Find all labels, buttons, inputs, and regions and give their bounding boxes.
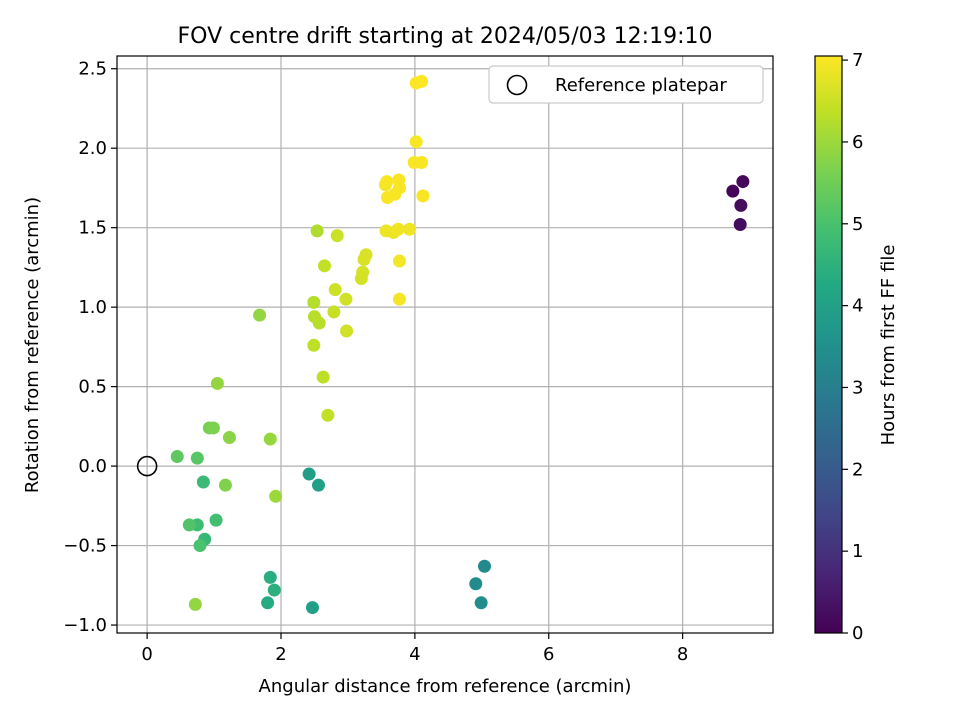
x-axis-label: Angular distance from reference (arcmin) xyxy=(259,676,632,697)
y-axis-label: Rotation from reference (arcmin) xyxy=(22,197,43,493)
data-point xyxy=(380,175,394,189)
data-point xyxy=(261,596,275,610)
data-point xyxy=(209,513,223,527)
data-point xyxy=(193,539,207,553)
data-point xyxy=(392,292,406,306)
x-tick-label: 2 xyxy=(275,644,286,665)
data-point xyxy=(196,475,210,489)
data-point xyxy=(392,173,406,187)
data-points xyxy=(170,74,750,615)
y-tick-label: 0.0 xyxy=(78,456,107,477)
y-tick-label: 2.0 xyxy=(78,138,107,159)
data-point xyxy=(269,489,283,503)
data-point xyxy=(321,408,335,422)
x-tick-label: 6 xyxy=(543,644,554,665)
x-tick-label: 8 xyxy=(677,644,688,665)
data-point xyxy=(182,518,196,532)
data-point xyxy=(267,583,281,597)
x-axis-ticks: 0 2 4 6 8 xyxy=(141,633,688,665)
data-point xyxy=(356,265,370,279)
data-point xyxy=(307,295,321,309)
data-point xyxy=(409,135,423,149)
data-point xyxy=(188,597,202,611)
data-point xyxy=(263,432,277,446)
reference-platepar-marker xyxy=(136,455,158,477)
data-point xyxy=(330,229,344,243)
data-point xyxy=(316,370,330,384)
legend-marker xyxy=(506,74,528,96)
data-point xyxy=(726,184,740,198)
data-point xyxy=(190,451,204,465)
y-tick-label: 1.5 xyxy=(78,218,107,239)
data-point xyxy=(206,421,220,435)
data-point xyxy=(305,601,319,615)
colorbar-tick-label: 7 xyxy=(852,50,863,71)
data-point xyxy=(391,222,405,236)
colorbar-tick-label: 4 xyxy=(852,296,863,317)
data-point xyxy=(253,308,267,322)
data-point xyxy=(327,305,341,319)
colorbar: 0 1 2 3 4 5 6 7 Hours from first FF file xyxy=(814,50,899,644)
legend-box xyxy=(488,65,764,104)
data-point xyxy=(734,198,748,212)
colorbar-tick-label: 6 xyxy=(852,132,863,153)
data-point xyxy=(218,478,232,492)
data-point xyxy=(318,259,332,273)
colorbar-tick-label: 3 xyxy=(852,377,863,398)
data-point xyxy=(416,189,430,203)
data-point xyxy=(415,74,429,88)
colorbar-ticks: 0 1 2 3 4 5 6 7 xyxy=(842,50,863,644)
data-point xyxy=(359,248,373,262)
colorbar-tick-label: 5 xyxy=(852,214,863,235)
data-point xyxy=(477,559,491,573)
data-point xyxy=(736,175,750,189)
data-point xyxy=(415,155,429,169)
data-point xyxy=(222,430,236,444)
data-point xyxy=(392,254,406,268)
data-point xyxy=(474,596,488,610)
data-point xyxy=(263,570,277,584)
legend: Reference platepar xyxy=(488,65,764,104)
data-point xyxy=(403,222,417,236)
y-tick-label: −0.5 xyxy=(63,536,107,557)
data-point xyxy=(210,376,224,390)
grid xyxy=(117,56,773,633)
data-point xyxy=(312,316,326,330)
y-axis-ticks: −1.0 −0.5 0.0 0.5 1.0 1.5 2.0 2.5 xyxy=(63,59,117,636)
y-tick-label: −1.0 xyxy=(63,615,107,636)
data-point xyxy=(307,338,321,352)
x-tick-label: 0 xyxy=(141,644,152,665)
data-point xyxy=(733,217,747,231)
x-tick-label: 4 xyxy=(409,644,420,665)
data-point xyxy=(310,224,324,238)
y-tick-label: 0.5 xyxy=(78,377,107,398)
legend-entry: Reference platepar xyxy=(555,75,727,96)
data-point xyxy=(328,283,342,297)
data-point xyxy=(170,450,184,464)
data-point xyxy=(340,324,354,338)
colorbar-tick-label: 1 xyxy=(852,541,863,562)
data-point xyxy=(469,577,483,591)
plot-frame xyxy=(116,55,774,634)
data-point xyxy=(311,478,325,492)
colorbar-tick-label: 0 xyxy=(852,623,863,644)
colorbar-label: Hours from first FF file xyxy=(878,245,899,446)
y-tick-label: 2.5 xyxy=(78,59,107,80)
data-point xyxy=(302,467,316,481)
chart-title: FOV centre drift starting at 2024/05/03 … xyxy=(178,24,713,49)
y-tick-label: 1.0 xyxy=(78,297,107,318)
colorbar-gradient xyxy=(814,55,843,634)
data-point xyxy=(339,292,353,306)
colorbar-tick-label: 2 xyxy=(852,459,863,480)
